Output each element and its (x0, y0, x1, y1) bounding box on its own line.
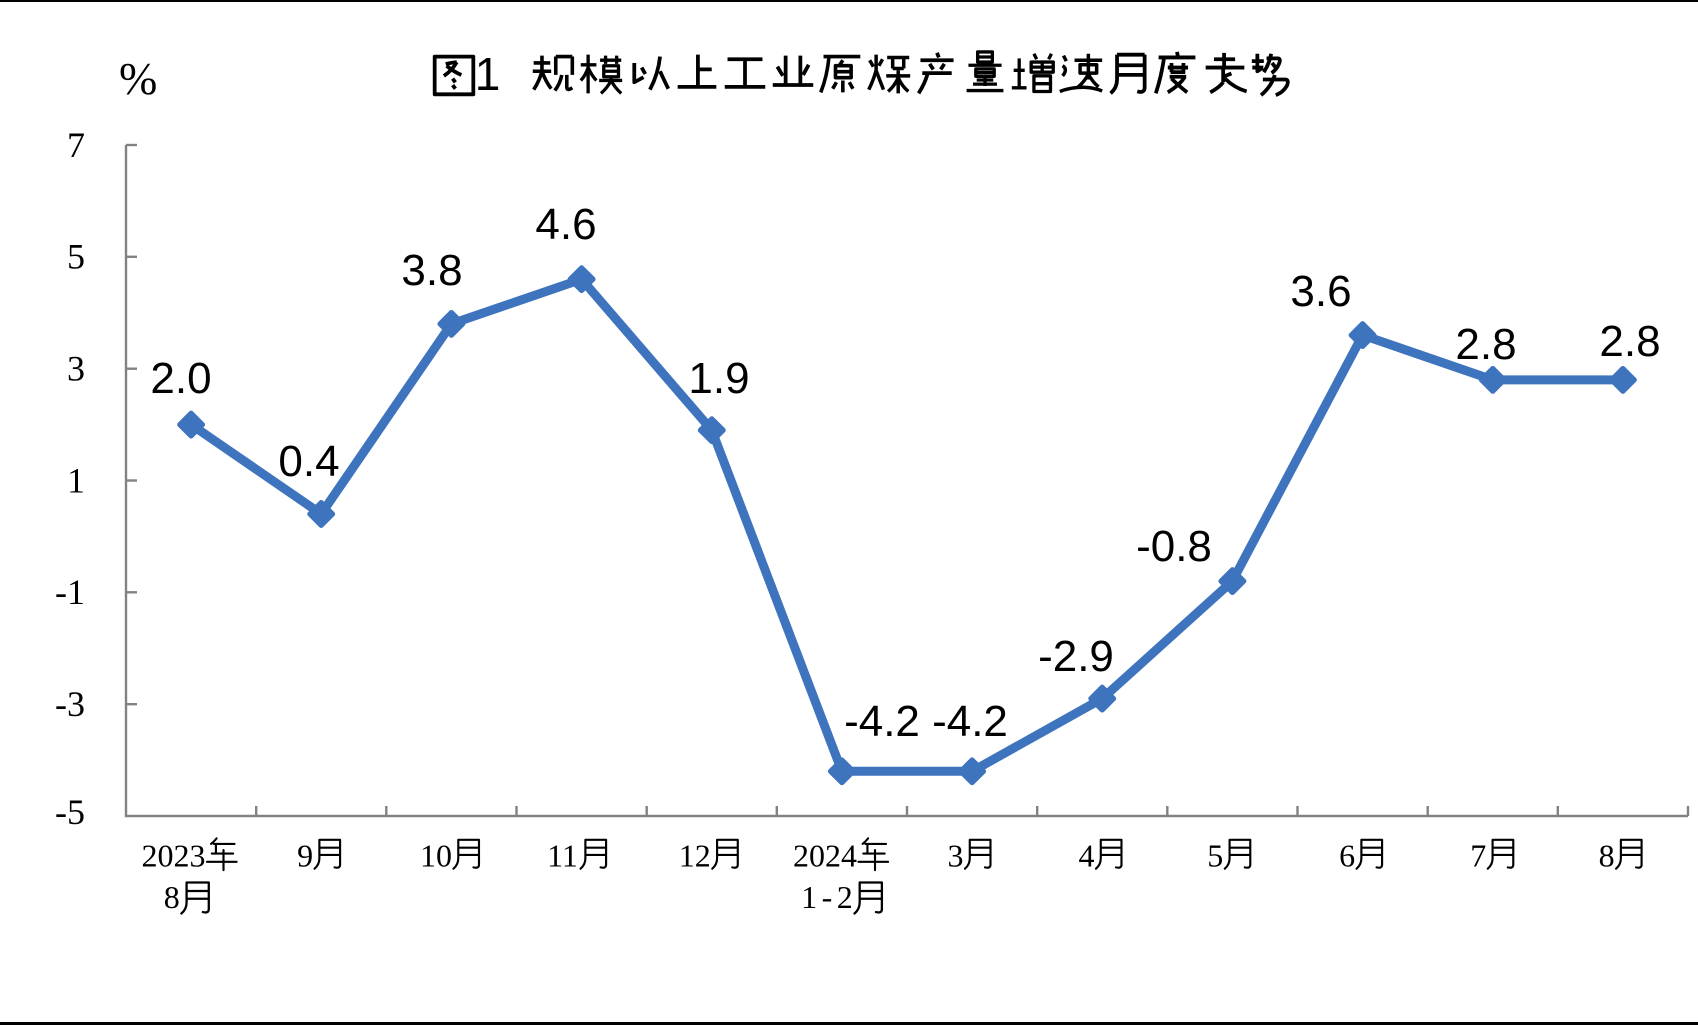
svg-text:1.9: 1.9 (688, 354, 749, 403)
svg-text:7: 7 (67, 125, 85, 165)
svg-text:3: 3 (948, 838, 964, 874)
svg-text:1: 1 (67, 460, 85, 500)
svg-text:5: 5 (1207, 838, 1223, 874)
svg-text:7: 7 (1470, 838, 1486, 874)
svg-text:-4.2: -4.2 (844, 697, 920, 746)
svg-text:2024: 2024 (793, 838, 857, 874)
svg-text:2.0: 2.0 (150, 354, 211, 403)
svg-text:-2.9: -2.9 (1038, 632, 1114, 681)
svg-text:1-2: 1-2 (801, 879, 857, 915)
svg-text:8: 8 (164, 879, 180, 915)
svg-text:3: 3 (67, 349, 85, 389)
svg-text:12: 12 (679, 838, 711, 874)
svg-text:2.8: 2.8 (1599, 317, 1660, 366)
svg-text:2023: 2023 (142, 838, 206, 874)
svg-text:-0.8: -0.8 (1136, 522, 1212, 571)
svg-text:0.4: 0.4 (278, 437, 339, 486)
svg-text:-1: -1 (55, 572, 85, 612)
svg-text:9: 9 (297, 838, 313, 874)
svg-text:-4.2: -4.2 (932, 697, 1008, 746)
svg-text:11: 11 (547, 838, 578, 874)
svg-text:2.8: 2.8 (1455, 320, 1516, 369)
svg-text:-3: -3 (55, 684, 85, 724)
svg-text:6: 6 (1339, 838, 1355, 874)
svg-text:10: 10 (420, 838, 452, 874)
svg-text:-5: -5 (55, 792, 85, 832)
svg-text:1: 1 (475, 48, 501, 100)
svg-text:4.6: 4.6 (535, 200, 596, 249)
svg-text:3.6: 3.6 (1290, 267, 1351, 316)
svg-text:8: 8 (1599, 838, 1615, 874)
svg-text:%: % (119, 53, 157, 104)
svg-text:4: 4 (1079, 838, 1095, 874)
svg-text:3.8: 3.8 (401, 246, 462, 295)
svg-text:5: 5 (67, 237, 85, 277)
